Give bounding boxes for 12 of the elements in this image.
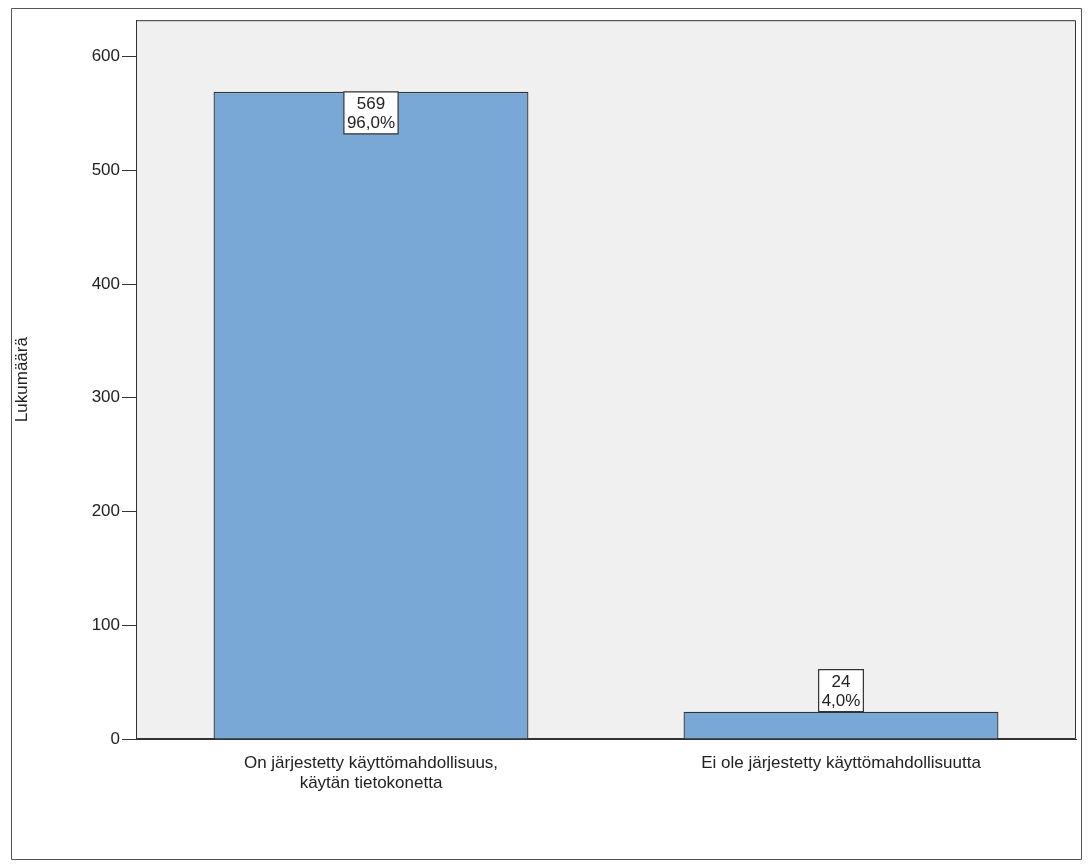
x-tick-label: On järjestetty käyttömahdollisuus, käytän tietokonetta xyxy=(243,752,499,793)
data-label: 569 96,0% xyxy=(346,94,396,133)
y-tick-label: 300 xyxy=(91,387,120,407)
y-tick-label: 600 xyxy=(91,46,120,66)
data-label: 24 4,0% xyxy=(821,671,861,710)
y-tick-label: 0 xyxy=(110,728,120,748)
y-tick-label: 400 xyxy=(91,273,120,293)
y-tick-label: 100 xyxy=(91,614,120,634)
y-tick-label: 500 xyxy=(91,160,120,180)
x-tick-label: Ei ole järjestetty käyttömahdollisuutta xyxy=(701,752,982,772)
y-tick-label: 200 xyxy=(91,501,120,521)
y-axis-title: Lukumäärä xyxy=(11,336,31,423)
